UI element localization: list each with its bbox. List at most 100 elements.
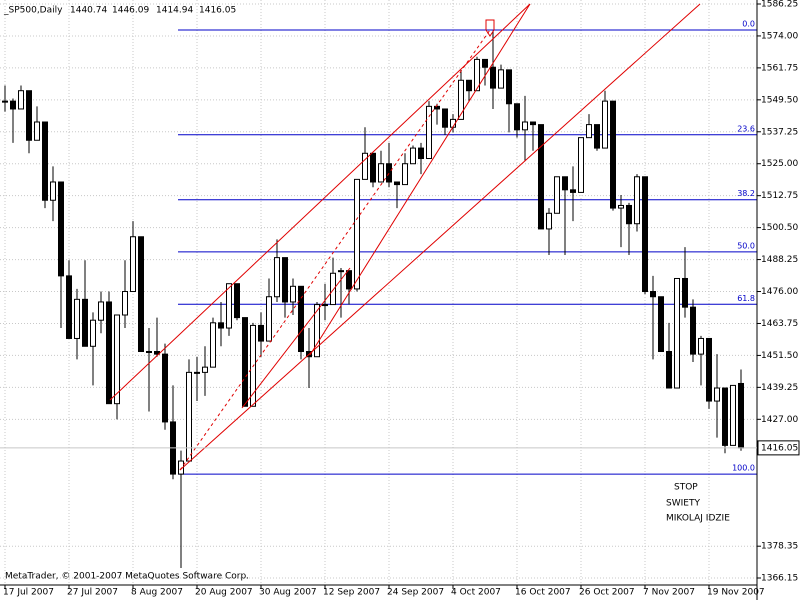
candle-body xyxy=(538,124,544,230)
fibo-label: 23.6 xyxy=(737,124,755,133)
fibo-label: 0.0 xyxy=(742,19,755,28)
candle-body xyxy=(146,351,152,354)
x-tick-label: 4 Oct 2007 xyxy=(451,588,501,598)
candle-body xyxy=(602,100,608,149)
candle-body xyxy=(426,105,432,160)
x-tick-label: 7 Nov 2007 xyxy=(643,588,695,598)
ohlc-close: 1416.05 xyxy=(199,6,236,16)
footer: MetaTrader, © 2001-2007 MetaQuotes Softw… xyxy=(5,572,249,582)
candle-body xyxy=(26,90,32,141)
candle-body xyxy=(226,283,232,329)
y-tick-label: 1366.15 xyxy=(761,574,798,584)
candle-body xyxy=(330,272,336,306)
candle-body xyxy=(202,366,208,373)
y-tick-label: 1451.50 xyxy=(761,351,798,361)
ohlc-open: 1440.74 xyxy=(70,6,107,16)
candle-body xyxy=(458,79,464,120)
y-tick-label: 1586.25 xyxy=(761,0,798,9)
candle-body xyxy=(50,181,56,201)
candle-body xyxy=(394,181,400,186)
trend-lines xyxy=(109,3,701,471)
candle-body xyxy=(506,69,512,105)
y-tick-label: 1378.35 xyxy=(761,542,798,552)
candle-body xyxy=(562,176,568,191)
trend-line xyxy=(309,3,531,356)
candle-body xyxy=(554,176,560,214)
ohlc-high: 1446.09 xyxy=(112,6,149,16)
candle-body xyxy=(490,66,496,89)
y-tick-label: 1574.00 xyxy=(761,31,798,41)
x-tick-label: 26 Oct 2007 xyxy=(579,588,635,598)
candle-body xyxy=(34,121,40,141)
candle-body xyxy=(530,121,536,126)
candle-body xyxy=(186,371,192,462)
y-tick-label: 1537.25 xyxy=(761,127,798,137)
y-tick-label: 1427.00 xyxy=(761,415,798,425)
candle-body xyxy=(722,387,728,446)
y-tick-label: 1525.00 xyxy=(761,159,798,169)
x-tick-label: 12 Sep 2007 xyxy=(323,588,380,598)
candle-body xyxy=(474,58,480,92)
candle-body xyxy=(266,296,272,342)
y-tick-label: 1463.75 xyxy=(761,319,798,329)
x-tick-label: 19 Nov 2007 xyxy=(707,588,765,598)
candle-body xyxy=(322,304,328,307)
candle-body xyxy=(282,257,288,303)
candle-body xyxy=(42,121,48,201)
candle-body xyxy=(674,277,680,389)
candle-body xyxy=(82,298,88,347)
candle-body xyxy=(634,176,640,225)
candle-body xyxy=(482,58,488,68)
candle-body xyxy=(402,163,408,186)
candle-body xyxy=(290,285,296,303)
y-tick-label: 1476.00 xyxy=(761,287,798,297)
candle-body xyxy=(698,337,704,355)
candle-body xyxy=(522,121,528,131)
candle-body xyxy=(218,322,224,329)
candle-body xyxy=(386,163,392,183)
candle-body xyxy=(642,176,648,293)
candle-body xyxy=(274,257,280,298)
candle-body xyxy=(738,382,744,449)
candle-body xyxy=(586,124,592,139)
y-tick-label: 1500.50 xyxy=(761,223,798,233)
y-tick-label: 1439.25 xyxy=(761,383,798,393)
y-tick-label: 1549.50 xyxy=(761,95,798,105)
candle-body xyxy=(578,137,584,193)
annotation: SWIETY xyxy=(666,499,700,509)
candle-body xyxy=(466,79,472,92)
candle-body xyxy=(666,351,672,389)
candle-body xyxy=(610,100,616,209)
candle-body xyxy=(10,100,16,110)
candle-body xyxy=(410,147,416,165)
arrow-marker xyxy=(485,19,495,37)
x-tick-label: 8 Aug 2007 xyxy=(131,588,183,598)
trend-line xyxy=(179,3,701,471)
current-price-label: 1416.05 xyxy=(761,443,798,453)
trend-line xyxy=(109,3,531,401)
candle-body xyxy=(258,324,264,342)
candle-body xyxy=(690,306,696,355)
candle-body xyxy=(594,124,600,149)
candle-body xyxy=(378,163,384,183)
candle-body xyxy=(314,304,320,358)
fibo-label: 38.2 xyxy=(737,189,755,198)
ohlc-low: 1414.94 xyxy=(156,6,193,16)
candle-body xyxy=(354,178,360,290)
candle-body xyxy=(730,384,736,446)
x-tick-label: 17 Jul 2007 xyxy=(3,588,54,598)
candle-body xyxy=(98,301,104,321)
x-tick-label: 20 Aug 2007 xyxy=(195,588,253,598)
candle-body xyxy=(706,337,712,402)
fibo-label: 50.0 xyxy=(737,241,755,250)
y-tick-label: 1561.75 xyxy=(761,63,798,73)
annotation: MIKOLAJ IDZIE xyxy=(666,514,730,524)
candle-body xyxy=(114,314,120,405)
candle-body xyxy=(682,277,688,308)
candle-body xyxy=(18,90,24,110)
candle-body xyxy=(338,270,344,273)
fibo-label: 61.8 xyxy=(737,294,755,303)
candle-body xyxy=(58,181,64,277)
